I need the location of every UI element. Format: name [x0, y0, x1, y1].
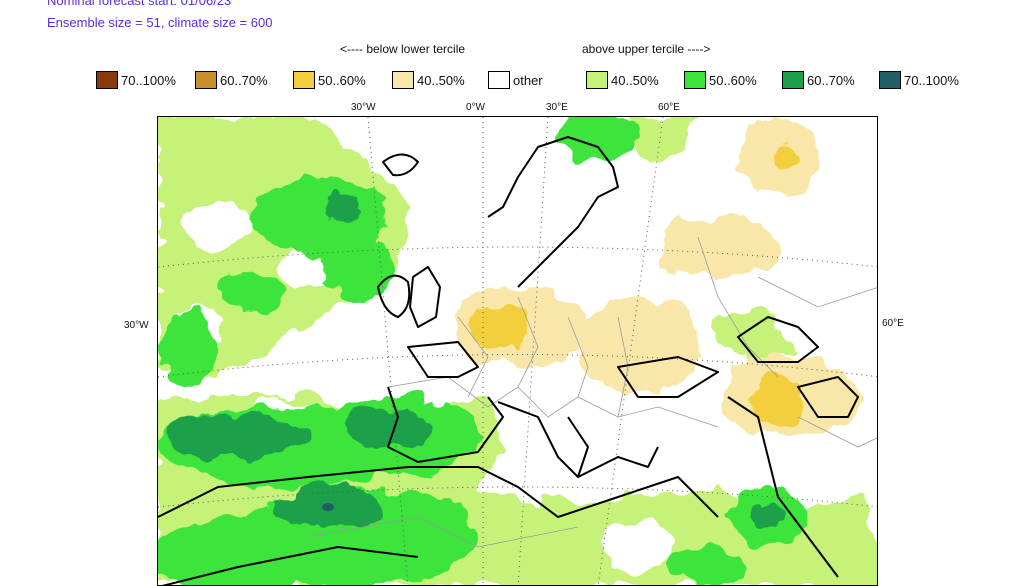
legend-item: 40..50%: [586, 69, 659, 91]
lat-label-right: 60°E: [882, 318, 904, 329]
lon-label-0w: 0°W: [466, 102, 485, 113]
above-tercile-label: above upper tercile ---->: [582, 42, 711, 56]
map-canvas: [158, 117, 877, 585]
legend-swatch: [488, 71, 510, 89]
ensemble-size-text: Ensemble size = 51, climate size = 600: [47, 15, 273, 30]
country-borders: [307, 236, 877, 548]
legend-swatch: [195, 71, 217, 89]
legend-label: 60..70%: [220, 72, 268, 88]
legend-swatch: [293, 71, 315, 89]
legend-item: 50..60%: [684, 69, 757, 91]
above-70-100-region: [322, 503, 334, 511]
below-tercile-label: <---- below lower tercile: [340, 42, 466, 56]
legend-swatch: [96, 71, 118, 89]
forecast-start-text: Nominal forecast start: 01/06/23: [47, 0, 232, 8]
below-50-60-region: [466, 145, 808, 426]
coastlines: [158, 136, 859, 585]
legend-label: 50..60%: [318, 72, 366, 88]
legend-label: 60..70%: [807, 72, 855, 88]
legend-swatch: [782, 71, 804, 89]
legend-label: 40..50%: [611, 72, 659, 88]
legend-item: other: [488, 69, 543, 91]
legend-item: 60..70%: [195, 69, 268, 91]
lon-label-30w: 30°W: [351, 102, 376, 113]
legend-item: 50..60%: [293, 69, 366, 91]
legend-swatch: [879, 71, 901, 89]
legend-swatch: [586, 71, 608, 89]
lat-label-left: 30°W: [124, 320, 149, 331]
legend-label: 40..50%: [417, 72, 465, 88]
legend-label: 70..100%: [121, 72, 176, 88]
legend-swatch: [684, 71, 706, 89]
legend-item: 70..100%: [96, 69, 176, 91]
below-40-50-region: [448, 117, 858, 437]
legend-swatch: [392, 71, 414, 89]
legend-item: 60..70%: [782, 69, 855, 91]
legend-label: 50..60%: [709, 72, 757, 88]
legend-label: 70..100%: [904, 72, 959, 88]
probability-map: [157, 116, 878, 586]
legend-item: 40..50%: [392, 69, 465, 91]
lon-label-30e: 30°E: [546, 102, 568, 113]
legend-item: 70..100%: [879, 69, 959, 91]
legend-label: other: [513, 72, 543, 88]
lon-label-60e: 60°E: [658, 102, 680, 113]
